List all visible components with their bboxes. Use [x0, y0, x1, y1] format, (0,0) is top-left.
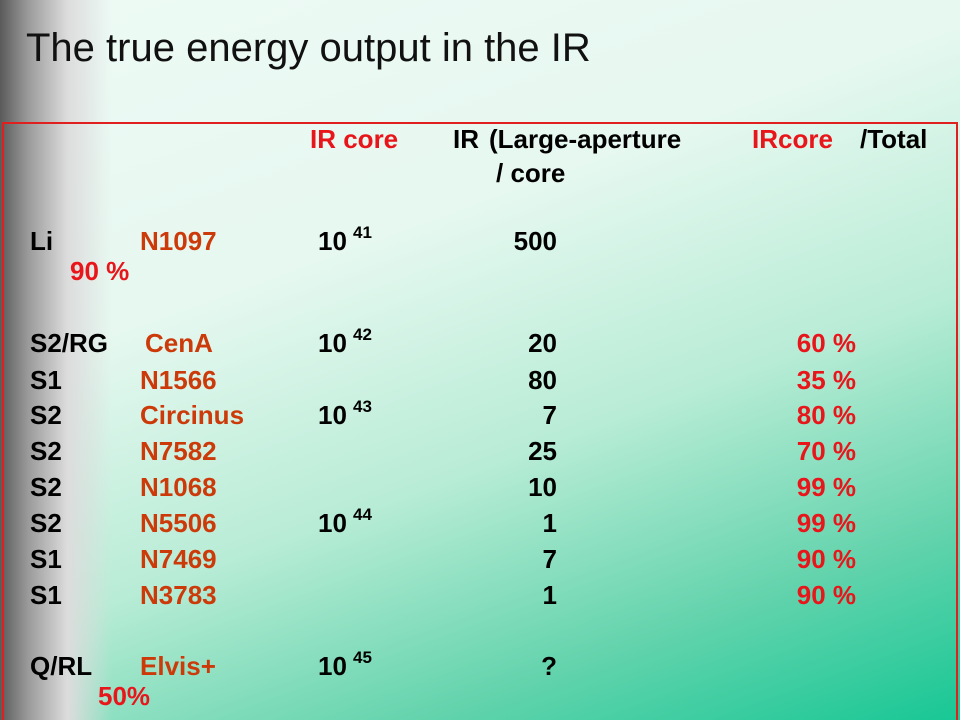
lum-exp: 41 [353, 223, 372, 242]
row-type: Q/RL [30, 651, 93, 681]
row-name: N3783 [140, 580, 217, 610]
row-name: CenA [145, 328, 213, 358]
row-fraction: 90 % [70, 256, 130, 286]
row-ratio: 20 [528, 328, 557, 358]
row-ratio: 7 [542, 544, 557, 574]
row-name: N5506 [140, 508, 217, 538]
lum-base: 10 [318, 651, 347, 681]
row-type: S1 [30, 544, 62, 574]
header-ir-core: IR core [310, 124, 399, 154]
lum-base: 10 [318, 328, 347, 358]
row-fraction: 99 % [796, 472, 856, 502]
row-type: Li [30, 226, 54, 256]
row-name: Circinus [140, 400, 245, 430]
lum-base: 10 [318, 226, 347, 256]
row-ratio: 25 [528, 436, 557, 466]
lum-exp: 45 [353, 648, 372, 667]
row-fraction: 50% [98, 681, 151, 711]
row-ratio: 7 [542, 400, 557, 430]
lum-base: 10 [318, 508, 347, 538]
side-bar [0, 0, 112, 720]
row-fraction: 60 % [796, 328, 856, 358]
row-ratio: 1 [542, 508, 557, 538]
row-ratio: 500 [513, 226, 557, 256]
header-total: /Total [860, 124, 928, 154]
row-fraction: 80 % [796, 400, 856, 430]
row-type: S2 [30, 400, 62, 430]
lum-base: 10 [318, 400, 347, 430]
lum-exp: 44 [353, 505, 372, 524]
header-ircore: IRcore [752, 124, 833, 154]
row-type: S2 [30, 472, 62, 502]
row-name: N7582 [140, 436, 217, 466]
header-ir: IR [453, 124, 479, 154]
lum-exp: 43 [353, 397, 372, 416]
row-type: S1 [30, 580, 62, 610]
row-type: S2 [30, 508, 62, 538]
row-ratio: ? [541, 651, 557, 681]
row-fraction: 90 % [796, 580, 856, 610]
row-ratio: 10 [528, 472, 557, 502]
row-type: S2 [30, 436, 62, 466]
row-ratio: 1 [542, 580, 557, 610]
lum-exp: 42 [353, 325, 372, 344]
slide-title: The true energy output in the IR [26, 26, 591, 70]
row-fraction: 90 % [796, 544, 856, 574]
row-name: N7469 [140, 544, 217, 574]
row-ratio: 80 [528, 365, 557, 395]
row-fraction: 99 % [796, 508, 856, 538]
row-name: N1566 [140, 365, 217, 395]
row-type: S2/RG [30, 328, 109, 358]
row-name: Elvis+ [140, 651, 216, 681]
header-large-aperture: (Large-aperture [489, 124, 682, 154]
header-per-core: / core [496, 158, 566, 188]
row-fraction: 35 % [796, 365, 856, 395]
row-name: N1097 [140, 226, 217, 256]
row-name: N1068 [140, 472, 217, 502]
row-fraction: 70 % [796, 436, 856, 466]
row-type: S1 [30, 365, 62, 395]
content-frame [2, 122, 958, 720]
